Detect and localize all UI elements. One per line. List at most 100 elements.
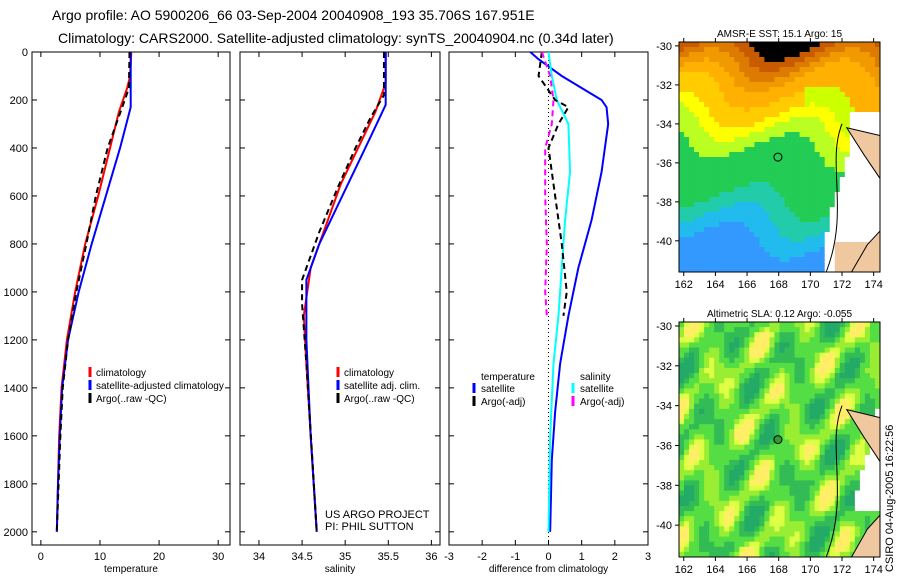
map-cell (694, 157, 700, 163)
map-cell (874, 357, 881, 364)
map-cell (754, 424, 760, 430)
map-cell (854, 485, 861, 492)
map-cell (809, 398, 816, 405)
map-cell (689, 357, 695, 364)
map-cell (744, 541, 750, 548)
x-tick-label: 35.5 (378, 551, 399, 563)
map-cell (724, 327, 730, 333)
map-cell (764, 531, 770, 538)
map-cell (809, 142, 816, 148)
map-cell (789, 242, 796, 248)
map-cell (789, 77, 796, 83)
map-cell (719, 531, 725, 538)
map-cell (869, 107, 876, 113)
map-cell (789, 521, 796, 527)
y-tick-label: 800 (10, 239, 28, 251)
map-cell (809, 342, 816, 349)
map-cell (679, 247, 685, 253)
map-cell (694, 337, 700, 343)
map-cell (689, 511, 695, 517)
map-cell (764, 536, 770, 543)
map-cell (724, 444, 730, 451)
map-cell (864, 352, 871, 359)
map-cell (774, 383, 780, 389)
map-cell (764, 465, 770, 471)
map-cell (859, 403, 866, 410)
map-cell (819, 505, 826, 512)
map-cell (679, 57, 685, 63)
map-cell (784, 490, 791, 497)
map-cell (869, 511, 876, 517)
map-cell (849, 352, 856, 359)
map-cell (694, 536, 700, 543)
map-cell (849, 327, 856, 333)
map-cell (729, 137, 735, 143)
map-cell (859, 167, 866, 173)
map-cell (694, 262, 700, 268)
plot-frame (239, 51, 441, 546)
map-cell (864, 383, 871, 389)
map-cell (784, 152, 791, 158)
map-cell (689, 495, 695, 502)
map-cell (834, 357, 841, 364)
map-cell (874, 92, 881, 98)
map-cell (724, 137, 730, 143)
map-cell (824, 52, 831, 58)
map-cell (704, 57, 710, 63)
map-cell (874, 500, 881, 507)
map-cell (794, 357, 801, 364)
map-cell (694, 87, 700, 93)
map-cell (759, 92, 765, 98)
map-cell (724, 322, 730, 328)
map-cell (729, 490, 735, 497)
map-cell (754, 57, 760, 63)
map-cell (839, 505, 846, 512)
map-cell (854, 157, 861, 163)
map-cell (709, 362, 715, 369)
map-cell (874, 347, 881, 354)
map-cell (869, 207, 876, 213)
map-cell (799, 52, 806, 58)
map-cell (839, 202, 846, 208)
map-cell (724, 77, 730, 83)
map-cell (744, 546, 750, 553)
map-cell (839, 327, 846, 333)
map-cell (724, 62, 730, 68)
map-cell (754, 227, 760, 233)
map-cell (869, 42, 876, 48)
map-cell (749, 212, 755, 218)
map-cell (769, 322, 775, 328)
map-cell (724, 465, 730, 471)
map-cell (709, 157, 715, 163)
map-cell (874, 388, 881, 395)
map-cell (844, 526, 851, 532)
map-cell (784, 172, 791, 178)
map-cell (779, 167, 786, 173)
map-cell (829, 444, 836, 451)
map-cell (814, 252, 821, 258)
map-cell (864, 332, 871, 338)
map-cell (864, 162, 871, 168)
map-cell (754, 541, 760, 548)
map-cell (749, 521, 755, 527)
map-cell (759, 222, 765, 228)
map-cell (809, 322, 816, 328)
map-cell (794, 444, 801, 451)
map-cell (744, 42, 750, 48)
map-cell (759, 424, 765, 430)
map-cell (824, 92, 831, 98)
map-cell (689, 217, 695, 223)
map-cell (854, 408, 861, 415)
map-cell (744, 142, 750, 148)
map-cell (764, 408, 770, 415)
map-cell (839, 172, 846, 178)
map-cell (754, 67, 760, 73)
map-cell (804, 72, 811, 78)
map-cell (859, 444, 866, 451)
map-cell (814, 408, 821, 415)
map-cell (814, 212, 821, 218)
map-cell (859, 47, 866, 53)
map-cell (869, 202, 876, 208)
map-cell (714, 142, 720, 148)
